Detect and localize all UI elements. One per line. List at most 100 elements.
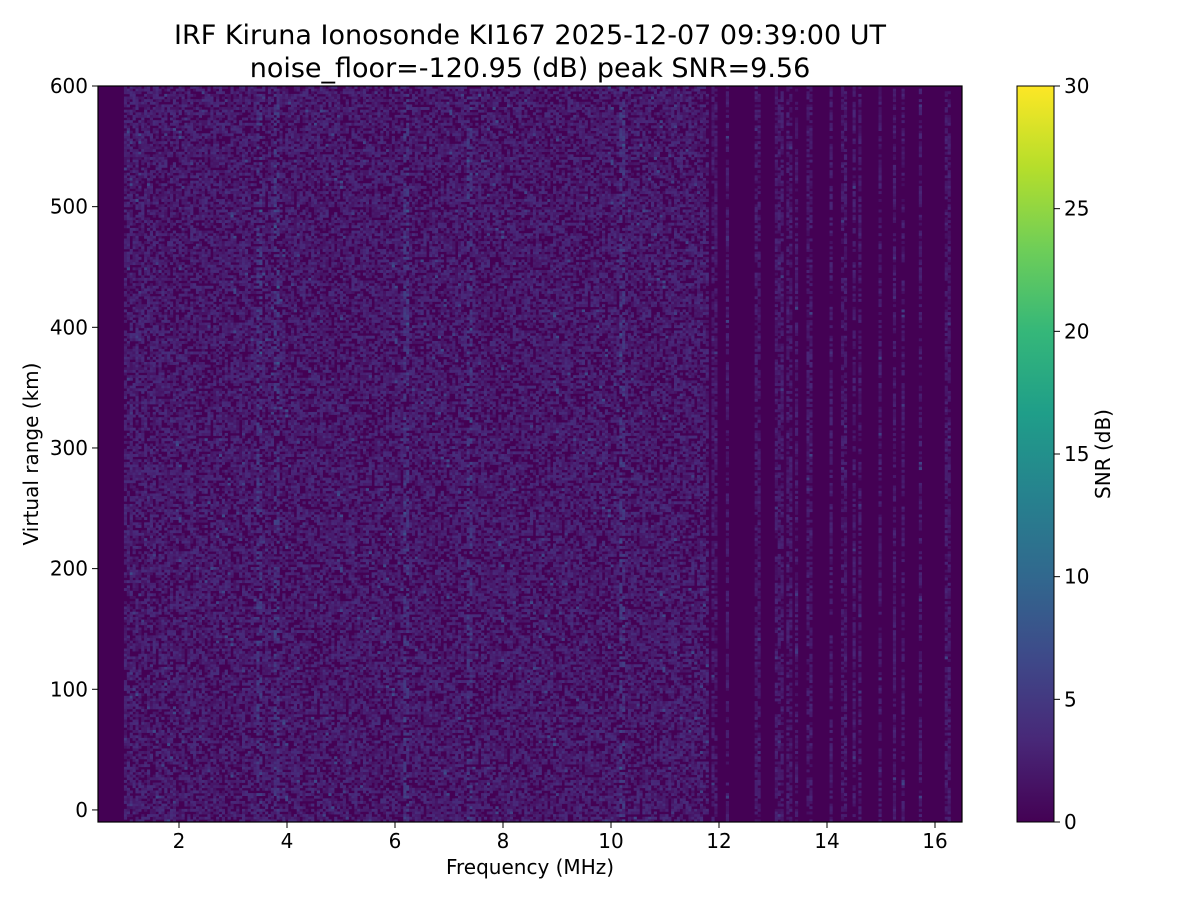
heatmap-cell <box>138 306 142 310</box>
heatmap-cell <box>138 301 142 305</box>
heatmap-cell <box>178 251 182 255</box>
heatmap-cell <box>144 443 148 447</box>
heatmap-cell <box>190 301 194 305</box>
heatmap-cell <box>141 277 145 281</box>
heatmap-cell <box>167 690 171 694</box>
heatmap-cell <box>172 653 177 657</box>
heatmap-cell <box>126 456 130 460</box>
heatmap-cell <box>201 346 205 350</box>
heatmap-cell <box>129 220 133 223</box>
heatmap-cell <box>190 509 194 513</box>
heatmap-cell <box>132 488 136 492</box>
heatmap-cell <box>158 151 162 155</box>
heatmap-cell <box>152 241 156 245</box>
heatmap-cell <box>138 175 142 179</box>
heatmap-cell <box>172 538 177 542</box>
heatmap-cell <box>152 582 156 586</box>
heatmap-cell <box>198 335 202 339</box>
heatmap-cell <box>132 267 136 271</box>
heatmap-cell <box>184 427 188 431</box>
heatmap-cell <box>144 787 148 791</box>
heatmap-cell <box>190 238 194 242</box>
heatmap-cell <box>123 574 128 578</box>
heatmap-cell <box>164 519 168 523</box>
heatmap-cell <box>129 530 133 534</box>
heatmap-cell <box>167 243 171 247</box>
heatmap-cell <box>135 435 139 439</box>
heatmap-cell <box>126 156 130 160</box>
heatmap-cell <box>164 790 168 794</box>
heatmap-cell <box>132 375 136 379</box>
heatmap-cell <box>201 149 205 153</box>
heatmap-cell <box>181 498 185 502</box>
heatmap-cell <box>146 343 151 347</box>
heatmap-cell <box>135 727 139 731</box>
heatmap-cell <box>178 716 182 720</box>
heatmap-cell <box>198 196 202 200</box>
heatmap-cell <box>149 553 154 557</box>
heatmap-cell <box>178 698 182 702</box>
heatmap-cell <box>138 388 142 392</box>
heatmap-cell <box>161 761 165 765</box>
heatmap-cell <box>167 480 171 484</box>
heatmap-cell <box>181 206 185 210</box>
heatmap-cell <box>190 461 194 465</box>
heatmap-cell <box>149 653 154 657</box>
heatmap-cell <box>132 496 136 499</box>
heatmap-cell <box>138 454 142 457</box>
heatmap-cell <box>190 643 194 647</box>
heatmap-cell <box>170 814 174 818</box>
heatmap-cell <box>178 538 182 542</box>
heatmap-cell <box>123 422 128 426</box>
heatmap-cell <box>190 514 194 518</box>
heatmap-cell <box>129 401 133 405</box>
heatmap-cell <box>135 159 139 163</box>
heatmap-cell <box>190 538 194 542</box>
heatmap-cell <box>184 256 188 260</box>
heatmap-cell <box>164 782 168 786</box>
heatmap-cell <box>158 795 162 799</box>
heatmap-cell <box>167 561 171 565</box>
heatmap-cell <box>123 680 128 683</box>
heatmap-cell <box>181 367 185 371</box>
heatmap-cell <box>181 724 185 728</box>
heatmap-cell <box>141 377 145 381</box>
heatmap-cell <box>149 493 154 497</box>
heatmap-cell <box>201 91 205 95</box>
heatmap-cell <box>152 527 156 531</box>
heatmap-cell <box>195 482 200 486</box>
heatmap-cell <box>141 227 145 231</box>
heatmap-cell <box>132 367 136 371</box>
heatmap-cell <box>198 430 202 434</box>
heatmap-cell <box>193 267 197 271</box>
heatmap-cell <box>138 314 142 318</box>
heatmap-cell <box>126 777 130 781</box>
heatmap-cell <box>132 251 136 255</box>
heatmap-cell <box>161 777 165 781</box>
heatmap-cell <box>132 180 136 184</box>
heatmap-cell <box>158 91 162 95</box>
heatmap-cell <box>172 427 177 431</box>
heatmap-cell <box>129 196 133 200</box>
heatmap-cell <box>170 666 174 670</box>
heatmap-cell <box>132 135 136 139</box>
heatmap-cell <box>172 222 177 226</box>
heatmap-cell <box>164 191 168 195</box>
heatmap-cell <box>172 766 177 770</box>
heatmap-cell <box>181 172 185 176</box>
heatmap-cell <box>178 335 182 339</box>
heatmap-cell <box>198 178 202 181</box>
heatmap-cell <box>135 538 139 542</box>
heatmap-cell <box>138 745 142 749</box>
heatmap-cell <box>144 175 148 179</box>
heatmap-cell <box>132 385 136 389</box>
heatmap-cell <box>175 170 179 174</box>
heatmap-cell <box>126 714 130 718</box>
heatmap-cell <box>178 404 182 407</box>
heatmap-cell <box>170 708 174 712</box>
heatmap-cell <box>155 814 159 818</box>
heatmap-cell <box>141 432 145 436</box>
heatmap-cell <box>129 112 133 116</box>
heatmap-cell <box>170 235 174 239</box>
heatmap-cell <box>190 714 194 718</box>
